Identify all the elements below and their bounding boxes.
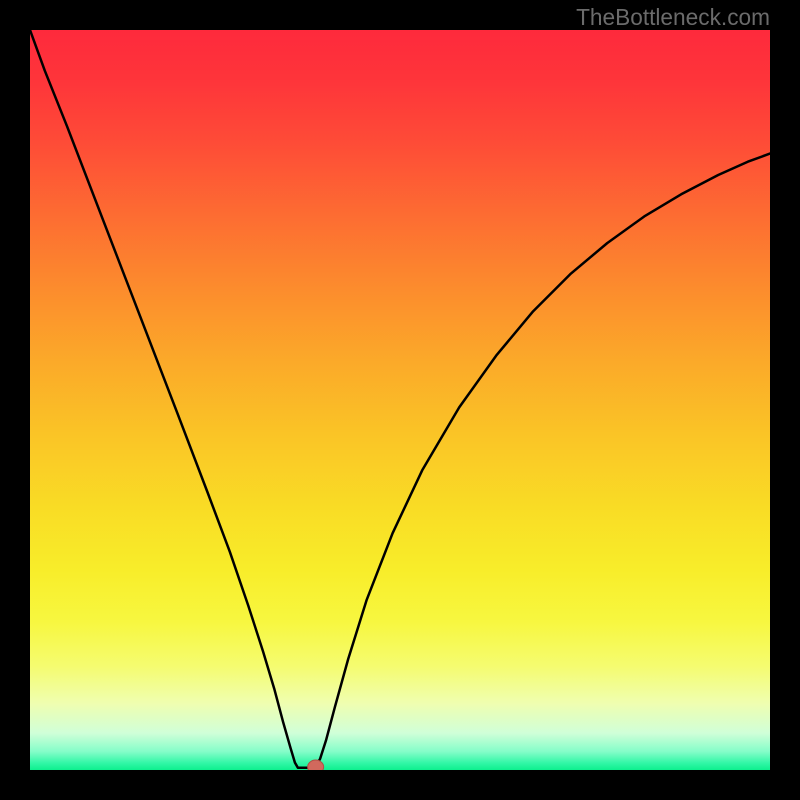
watermark-text: TheBottleneck.com: [576, 4, 770, 31]
bottleneck-curve: [30, 30, 770, 768]
stage: TheBottleneck.com: [0, 0, 800, 800]
minimum-marker: [308, 760, 324, 770]
plot-frame: [30, 30, 770, 770]
plot-svg: [30, 30, 770, 770]
